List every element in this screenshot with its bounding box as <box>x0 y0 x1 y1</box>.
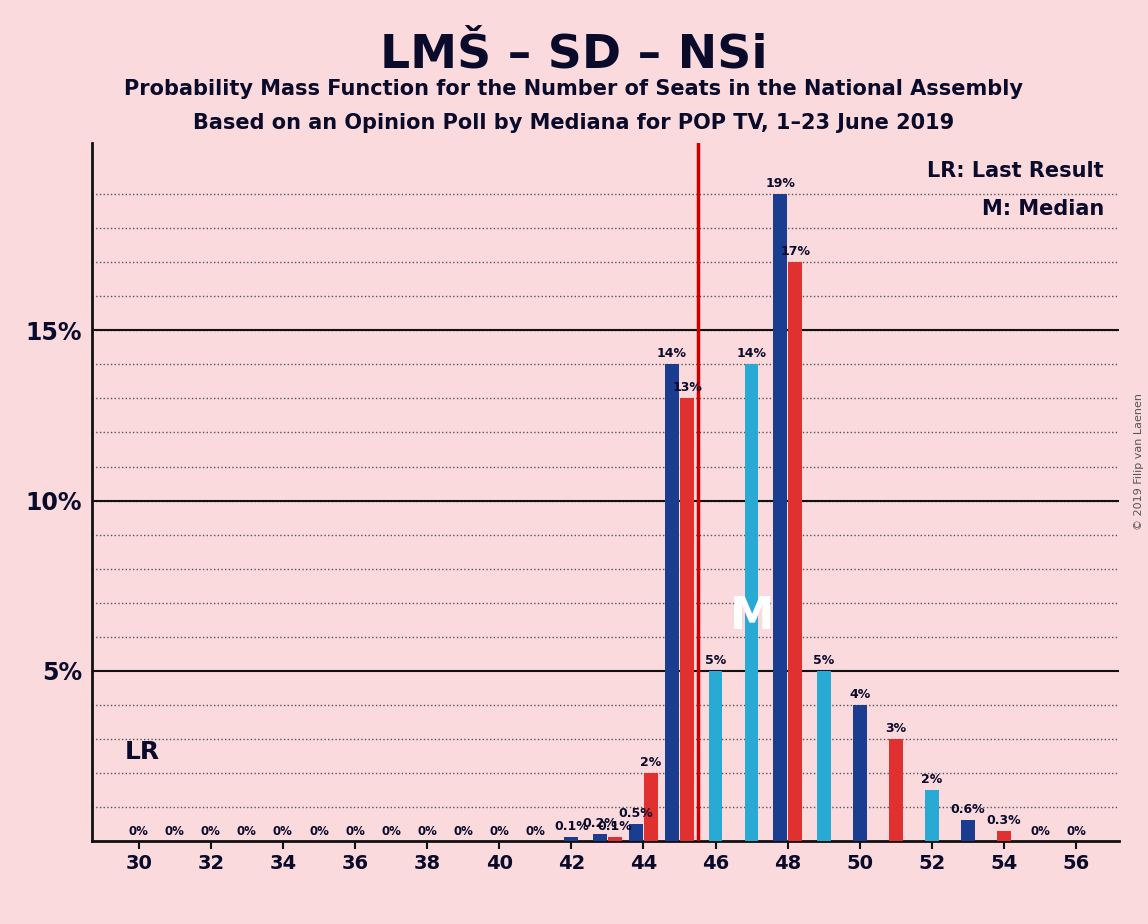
Text: 0%: 0% <box>1066 825 1086 838</box>
Text: 0%: 0% <box>1030 825 1050 838</box>
Text: 0%: 0% <box>165 825 185 838</box>
Bar <box>889 739 902 841</box>
Bar <box>565 837 579 841</box>
Bar <box>745 364 759 841</box>
Text: 0%: 0% <box>417 825 437 838</box>
Bar <box>681 398 693 841</box>
Text: 0%: 0% <box>129 825 148 838</box>
Text: LR: LR <box>124 740 160 764</box>
Text: 0%: 0% <box>309 825 328 838</box>
Text: 4%: 4% <box>850 687 870 700</box>
Text: 14%: 14% <box>657 347 687 360</box>
Bar <box>998 831 1010 841</box>
Text: Based on an Opinion Poll by Mediana for POP TV, 1–23 June 2019: Based on an Opinion Poll by Mediana for … <box>193 113 955 133</box>
Text: M: M <box>729 595 774 638</box>
Text: 19%: 19% <box>765 177 796 190</box>
Text: 0.3%: 0.3% <box>986 813 1022 827</box>
Text: M: Median: M: Median <box>982 199 1104 219</box>
Text: LR: Last Result: LR: Last Result <box>928 161 1104 181</box>
Text: 0.5%: 0.5% <box>619 807 653 820</box>
Text: 3%: 3% <box>885 722 906 735</box>
Bar <box>817 671 830 841</box>
Text: 0.1%: 0.1% <box>598 821 633 833</box>
Text: 0%: 0% <box>236 825 257 838</box>
Text: 13%: 13% <box>672 382 701 395</box>
Text: 2%: 2% <box>921 772 943 785</box>
Text: Probability Mass Function for the Number of Seats in the National Assembly: Probability Mass Function for the Number… <box>124 79 1024 99</box>
Bar <box>789 262 802 841</box>
Text: 0%: 0% <box>201 825 220 838</box>
Text: 0%: 0% <box>453 825 473 838</box>
Bar <box>708 671 722 841</box>
Bar <box>925 790 939 841</box>
Bar <box>629 824 643 841</box>
Text: 0%: 0% <box>489 825 510 838</box>
Text: 0.2%: 0.2% <box>582 817 618 830</box>
Bar <box>644 772 658 841</box>
Bar <box>608 837 622 841</box>
Text: 14%: 14% <box>737 347 767 360</box>
Text: 0%: 0% <box>346 825 365 838</box>
Text: 0.1%: 0.1% <box>554 821 589 833</box>
Text: 17%: 17% <box>781 245 810 258</box>
Text: 2%: 2% <box>641 756 661 769</box>
Text: 0%: 0% <box>273 825 293 838</box>
Bar <box>594 834 606 841</box>
Text: 0%: 0% <box>526 825 545 838</box>
Bar <box>853 705 867 841</box>
Text: 0%: 0% <box>381 825 401 838</box>
Text: 0.6%: 0.6% <box>951 803 985 816</box>
Bar <box>665 364 678 841</box>
Bar <box>961 821 975 841</box>
Bar <box>774 194 786 841</box>
Text: 5%: 5% <box>705 653 727 666</box>
Text: LMŠ – SD – NSi: LMŠ – SD – NSi <box>380 32 768 78</box>
Text: © 2019 Filip van Laenen: © 2019 Filip van Laenen <box>1134 394 1143 530</box>
Text: 5%: 5% <box>813 653 835 666</box>
